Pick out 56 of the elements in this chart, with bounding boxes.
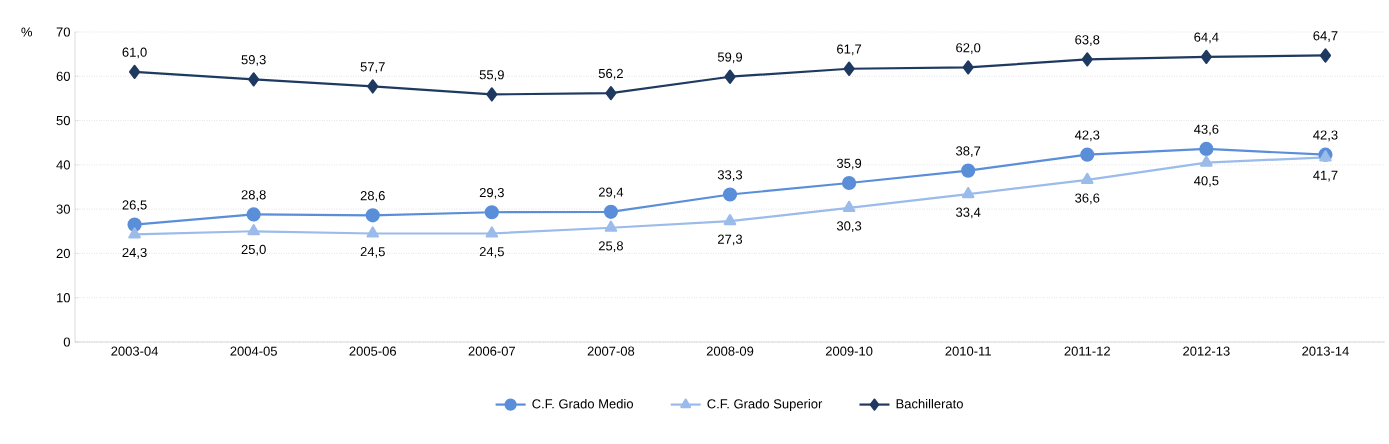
data-label: 29,4 xyxy=(598,187,624,199)
data-label: 29,3 xyxy=(479,187,504,199)
data-label: 61,7 xyxy=(837,44,862,56)
y-tick-label: 40 xyxy=(56,160,70,170)
data-label: 33,3 xyxy=(717,170,743,181)
y-tick-label: 60 xyxy=(56,71,70,81)
data-label: 30,3 xyxy=(836,221,862,233)
legend-label: C.F. Grado Superior xyxy=(707,398,823,411)
data-label: 63,8 xyxy=(1075,35,1100,46)
data-label: 33,4 xyxy=(956,207,981,219)
y-tick-label: 70 xyxy=(56,27,70,37)
data-label: 24,3 xyxy=(122,247,147,259)
x-tick-label: 2003-04 xyxy=(111,346,159,356)
y-tick-label: 20 xyxy=(56,248,70,259)
data-label: 27,3 xyxy=(718,234,743,246)
y-axis-title: % xyxy=(21,27,33,37)
data-label: 64,7 xyxy=(1313,31,1338,42)
data-label: 59,3 xyxy=(241,55,266,66)
data-label: 36,6 xyxy=(1075,193,1100,205)
x-tick-label: 2011-12 xyxy=(1064,346,1110,356)
y-tick-label: 0 xyxy=(63,337,70,347)
data-label: 28,6 xyxy=(360,191,385,202)
y-tick-label: 50 xyxy=(56,115,70,126)
data-label: 64,4 xyxy=(1194,32,1219,44)
data-label: 57,7 xyxy=(360,62,385,73)
data-label: 40,5 xyxy=(1194,176,1219,187)
data-label: 35,9 xyxy=(836,158,862,170)
y-tick-label: 30 xyxy=(56,204,70,214)
x-tick-label: 2006-07 xyxy=(468,346,516,356)
data-label: 24,5 xyxy=(479,247,504,258)
data-label: 28,8 xyxy=(241,190,266,201)
data-label: 56,2 xyxy=(598,68,623,80)
x-tick-label: 2012-13 xyxy=(1183,346,1230,356)
data-label: 55,9 xyxy=(479,70,504,81)
y-tick-label: 10 xyxy=(57,293,70,303)
x-tick-label: 2005-06 xyxy=(349,346,397,356)
legend-label: C.F. Grado Medio xyxy=(532,398,634,409)
data-label: 25,0 xyxy=(241,244,266,256)
x-tick-label: 2007-08 xyxy=(587,346,635,356)
data-label: 42,3 xyxy=(1313,130,1338,142)
x-tick-label: 2010-11 xyxy=(945,346,991,356)
data-label: 38,7 xyxy=(956,146,981,158)
x-tick-label: 2009-10 xyxy=(825,346,873,356)
data-label: 43,6 xyxy=(1194,124,1219,136)
data-label: 62,0 xyxy=(956,43,981,54)
data-label: 42,3 xyxy=(1074,130,1100,142)
x-tick-label: 2013-14 xyxy=(1302,346,1349,356)
data-label: 61,0 xyxy=(122,47,147,59)
data-label: 25,8 xyxy=(598,241,623,252)
data-label: 59,9 xyxy=(717,52,743,64)
data-label: 24,5 xyxy=(360,247,385,258)
data-label: 26,5 xyxy=(122,200,147,212)
legend-label: Bachillerato xyxy=(896,398,963,409)
x-tick-label: 2004-05 xyxy=(230,346,277,356)
data-label: 41,7 xyxy=(1313,170,1338,182)
x-tick-label: 2008-09 xyxy=(706,346,754,356)
